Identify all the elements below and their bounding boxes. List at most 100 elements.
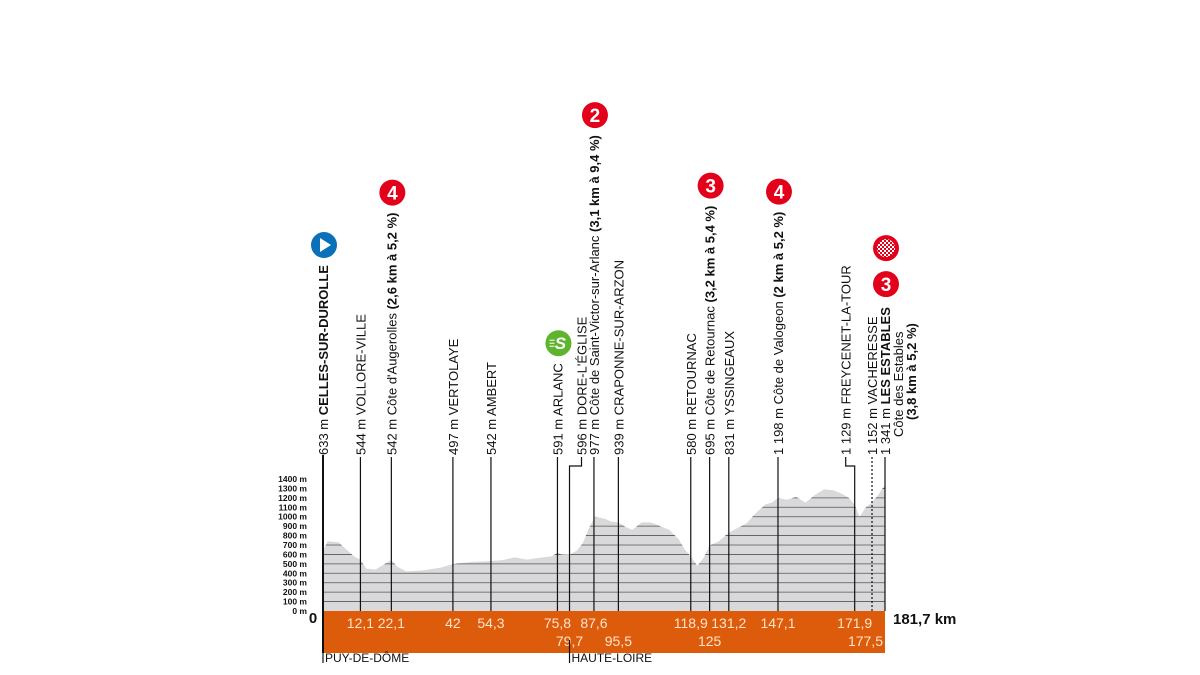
svg-text:695 m Côte de Retournac (3,2: 695 m Côte de Retournac (3,2 km à 5,4 %)	[703, 206, 718, 455]
waypoint-name: VERTOLAYE	[446, 338, 461, 415]
waypoint-name: CRAPONNE-SUR-ARZON	[611, 260, 626, 415]
category-badge	[379, 179, 406, 206]
distance-band	[323, 611, 885, 653]
svg-text:939 m CRAPONNE-SUR-ARZON: 939 m CRAPONNE-SUR-ARZON	[611, 260, 626, 455]
waypoint-label: 977 m Côte de Saint-Victor-sur-Arlanc (3…	[587, 135, 602, 455]
waypoint-climb-name: Côte des Estables	[891, 331, 906, 437]
waypoint-label: 544 m VOLLORE-VILLE	[353, 314, 368, 455]
category-number: 3	[705, 177, 716, 198]
km-mark-label: 95,5	[605, 633, 632, 649]
departments: PUY-DE-DÔME HAUTE-LOIRE	[322, 640, 652, 665]
waypoint-label: 1 198 m Côte de Valogeon (2 km à 5,2 %)	[771, 212, 786, 455]
waypoint-name: Côte de Saint-Victor-sur-Arlanc	[587, 235, 602, 415]
category-number: 4	[774, 183, 785, 204]
y-tick-label: 1100 m	[279, 502, 308, 512]
svg-text:1 198 m Côte de Valogeon (2: 1 198 m Côte de Valogeon (2 km à 5,2 %)	[771, 212, 786, 455]
waypoint-elevation: 633 m	[316, 415, 331, 455]
waypoint-icons: 4 S 2 3 4 3	[311, 102, 899, 357]
waypoint-name: RETOURNAC	[684, 333, 699, 415]
waypoint-name: Côte de Retournac	[703, 306, 718, 416]
climb-gradient: (3,1 km à 9,4 %)	[587, 135, 602, 235]
waypoint-name: ARLANC	[550, 363, 565, 416]
waypoint-label: 542 m Côte d'Augerolles (2,6 km à 5,2 %)	[384, 213, 399, 455]
y-tick-label: 0 m	[292, 606, 307, 616]
waypoint-label: 542 m AMBERT	[484, 362, 499, 455]
climb-gradient: (3,2 km à 5,4 %)	[703, 206, 718, 306]
km-mark-label: 22,1	[378, 615, 405, 631]
km-mark-label: 87,6	[580, 615, 607, 631]
play-triangle	[320, 238, 331, 253]
y-tick-label: 700 m	[283, 540, 308, 550]
waypoint-label: 1 152 m VACHERESSE	[865, 316, 880, 455]
waypoint-elevation: 497 m	[446, 415, 461, 455]
waypoint-elevation: 596 m	[575, 415, 590, 455]
waypoint-labels: 633 m CELLES-SUR-DUROLLE 544 m VOLLORE-VI…	[316, 135, 919, 455]
y-tick-label: 500 m	[283, 559, 308, 569]
category-badge	[765, 178, 792, 205]
waypoint-line-jog	[845, 457, 856, 470]
waypoint-name: CELLES-SUR-DUROLLE	[316, 265, 331, 416]
waypoint-label: 596 m DORE-L'ÉGLISE	[575, 316, 590, 455]
waypoint-name: FREYCENET-LA-TOUR	[839, 265, 854, 404]
svg-text:580 m RETOURNAC: 580 m RETOURNAC	[684, 333, 699, 455]
waypoint-name: VOLLORE-VILLE	[353, 314, 368, 415]
profile-area	[323, 484, 885, 611]
km-mark-label: 131,2	[711, 615, 746, 631]
waypoint-name: YSSINGEAUX	[722, 331, 737, 416]
svg-text:591 m ARLANC: 591 m ARLANC	[550, 363, 565, 455]
km-mark-label: 54,3	[477, 615, 504, 631]
svg-text:977 m Côte de Saint-Victor-su: 977 m Côte de Saint-Victor-sur-Arlanc (3…	[587, 135, 602, 455]
waypoint-name: LES ESTABLES	[878, 307, 893, 405]
waypoint-line-jog	[568, 457, 583, 470]
svg-text:497 m VERTOLAYE: 497 m VERTOLAYE	[446, 338, 461, 455]
waypoint-elevation: 542 m	[484, 416, 499, 455]
sprint-letter: S	[555, 334, 567, 353]
y-tick-label: 100 m	[283, 597, 308, 607]
waypoint-label: 497 m VERTOLAYE	[446, 338, 461, 455]
y-tick-label: 900 m	[283, 521, 308, 531]
svg-text:831 m YSSINGEAUX: 831 m YSSINGEAUX	[722, 331, 737, 455]
category-number: 2	[590, 106, 601, 127]
waypoint-name: Côte de Valogeon	[771, 301, 786, 404]
elevation-profile	[323, 484, 885, 611]
svg-text:542 m AMBERT: 542 m AMBERT	[484, 362, 499, 455]
waypoint-elevation: 977 m	[587, 415, 602, 455]
waypoint-label: 1 129 m FREYCENET-LA-TOUR	[839, 265, 854, 455]
climb-gradient: (2 km à 5,2 %)	[771, 212, 786, 302]
km-marks: 12,1 22,1 42 54,3 75,879,787,695,5118,912513…	[347, 615, 883, 649]
km-mark-label: 118,9	[674, 615, 708, 631]
waypoint-elevation: 544 m	[353, 415, 368, 455]
svg-text:1 341 m LES ESTABLES: 1 341 m LES ESTABLES	[878, 307, 893, 455]
waypoint-lines	[359, 457, 886, 611]
km-mark-label: 171,9	[837, 615, 872, 631]
waypoint-label: 633 m CELLES-SUR-DUROLLE	[316, 265, 331, 455]
waypoint-elevation: 1 152 m	[865, 404, 880, 455]
waypoint-name: Côte d'Augerolles	[384, 313, 399, 416]
y-tick-label: 600 m	[283, 549, 308, 559]
waypoint-elevation: 1 129 m	[839, 404, 854, 455]
svg-text:544 m VOLLORE-VILLE: 544 m VOLLORE-VILLE	[353, 314, 368, 455]
waypoint-label: 580 m RETOURNAC	[684, 333, 699, 455]
y-tick-label: 1400 m	[278, 474, 307, 484]
start-km-label: 0	[309, 610, 317, 627]
waypoint-name: VACHERESSE	[865, 316, 880, 404]
y-tick-label: 1300 m	[278, 483, 307, 493]
waypoint-name: AMBERT	[484, 362, 499, 416]
waypoint-label: 591 m ARLANC	[550, 363, 565, 455]
y-tick-label: 800 m	[283, 531, 308, 541]
km-mark-label: 177,5	[848, 633, 883, 649]
waypoint-name: DORE-L'ÉGLISE	[575, 316, 590, 415]
waypoint-elevation: 580 m	[684, 415, 699, 455]
sprint-icon	[545, 330, 572, 357]
checkered-flag	[877, 239, 895, 258]
waypoint-elevation: 1 341 m	[878, 404, 893, 455]
km-mark-label: 42	[445, 615, 461, 631]
svg-text:1 129 m FREYCENET-LA-TOUR: 1 129 m FREYCENET-LA-TOUR	[839, 265, 854, 455]
category-badge	[581, 102, 608, 129]
climb-gradient: (2,6 km à 5,2 %)	[384, 213, 399, 313]
category-number: 3	[881, 275, 892, 296]
svg-text:1 152 m VACHERESSE: 1 152 m VACHERESSE	[865, 316, 880, 455]
